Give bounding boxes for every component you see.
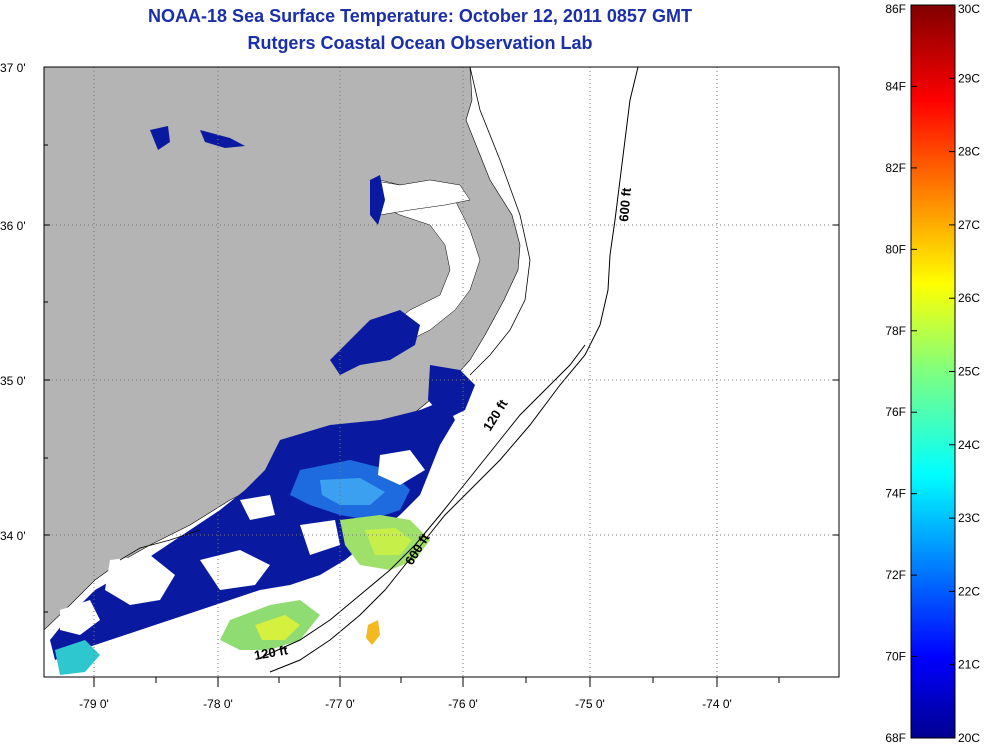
- colorbar-celsius-label: 25C: [958, 365, 980, 379]
- lat-label-34: 34 0': [0, 529, 26, 543]
- lon-label-74: -74 0': [702, 697, 732, 711]
- colorbar-fahrenheit-label: 82F: [885, 161, 906, 175]
- colorbar-celsius-label: 29C: [958, 71, 980, 85]
- lon-label-79: -79 0': [79, 697, 109, 711]
- colorbar-fahrenheit-label: 70F: [885, 650, 906, 664]
- barrier-island-line: [469, 67, 531, 376]
- contour-600ft: [269, 67, 639, 673]
- colorbar-fahrenheit-label: 74F: [885, 487, 906, 501]
- colorbar-fahrenheit-label: 68F: [885, 731, 906, 745]
- map-grid: [44, 67, 839, 677]
- lon-label-78: -78 0': [203, 697, 233, 711]
- colorbar-celsius-label: 20C: [958, 731, 980, 745]
- colorbar-fahrenheit-label: 72F: [885, 568, 906, 582]
- temperature-colorbar: [910, 4, 956, 739]
- lat-label-37: 37 0': [0, 61, 26, 75]
- albemarle-sound: [369, 179, 471, 216]
- colorbar-celsius-label: 28C: [958, 145, 980, 159]
- lat-label-35: 35 0': [0, 374, 26, 388]
- colorbar-celsius-label: 30C: [958, 2, 980, 16]
- lon-label-75: -75 0': [575, 697, 605, 711]
- map-frame: [43, 66, 840, 678]
- contour-label-120ft-south: 120 ft: [253, 642, 290, 663]
- colorbar-fahrenheit-label: 76F: [885, 405, 906, 419]
- colorbar-fahrenheit-label: 78F: [885, 324, 906, 338]
- colorbar-fahrenheit-label: 86F: [885, 2, 906, 16]
- colorbar-celsius-label: 22C: [958, 584, 980, 598]
- map-ticks: [44, 66, 839, 687]
- contour-120ft-lower: [259, 344, 586, 659]
- cloud-mask: [60, 450, 425, 655]
- colorbar-ticks: [911, 4, 955, 739]
- colorbar-celsius-label: 26C: [958, 291, 980, 305]
- map-title: NOAA-18 Sea Surface Temperature: October…: [148, 6, 692, 26]
- colorbar-celsius-label: 23C: [958, 511, 980, 525]
- contour-label-600ft-north: 600 ft: [616, 186, 634, 222]
- colorbar-celsius-label: 24C: [958, 438, 980, 452]
- lon-label-76: -76 0': [448, 697, 478, 711]
- lon-label-77: -77 0': [325, 697, 355, 711]
- colorbar-celsius-label: 21C: [958, 658, 980, 672]
- colorbar-fahrenheit-label: 84F: [885, 79, 906, 93]
- lat-label-36: 36 0': [0, 219, 26, 233]
- colorbar-fahrenheit-label: 80F: [885, 242, 906, 256]
- map-subtitle: Rutgers Coastal Ocean Observation Lab: [247, 33, 593, 53]
- colorbar-celsius-label: 27C: [958, 218, 980, 232]
